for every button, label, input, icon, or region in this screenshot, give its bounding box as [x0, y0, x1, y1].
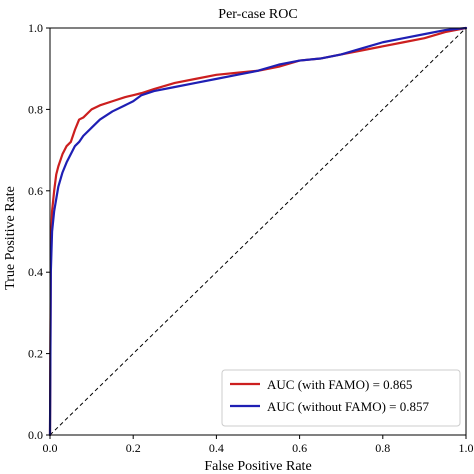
x-tick-label: 0.0 [43, 441, 58, 455]
x-tick-label: 0.8 [375, 441, 390, 455]
plot-frame [49, 27, 467, 436]
x-tick-label: 0.4 [209, 441, 224, 455]
y-axis-label: True Positive Rate [3, 186, 18, 290]
y-tick-label: 0.0 [28, 428, 43, 442]
roc-series-line-2 [48, 26, 468, 437]
x-tick-label: 1.0 [459, 441, 474, 455]
x-axis-label: False Positive Rate [204, 459, 311, 474]
plot-layer [48, 26, 468, 437]
legend-box [221, 369, 461, 427]
legend-label: AUC (with FAMO) = 0.865 [267, 377, 412, 392]
y-tick-label: 0.6 [28, 184, 43, 198]
y-tick-label: 0.4 [28, 265, 43, 279]
y-tick-label: 0.8 [28, 102, 43, 116]
x-tick-label: 0.2 [126, 441, 141, 455]
chart-title: Per-case ROC [218, 7, 297, 22]
y-tick-label: 0.2 [28, 347, 43, 361]
legend-label: AUC (without FAMO) = 0.857 [267, 399, 430, 414]
y-tick-label: 1.0 [28, 21, 43, 35]
legend: AUC (with FAMO) = 0.865 AUC (without FAMO… [221, 369, 461, 427]
diagonal-reference-line [49, 27, 467, 436]
x-tick-label: 0.6 [292, 441, 307, 455]
